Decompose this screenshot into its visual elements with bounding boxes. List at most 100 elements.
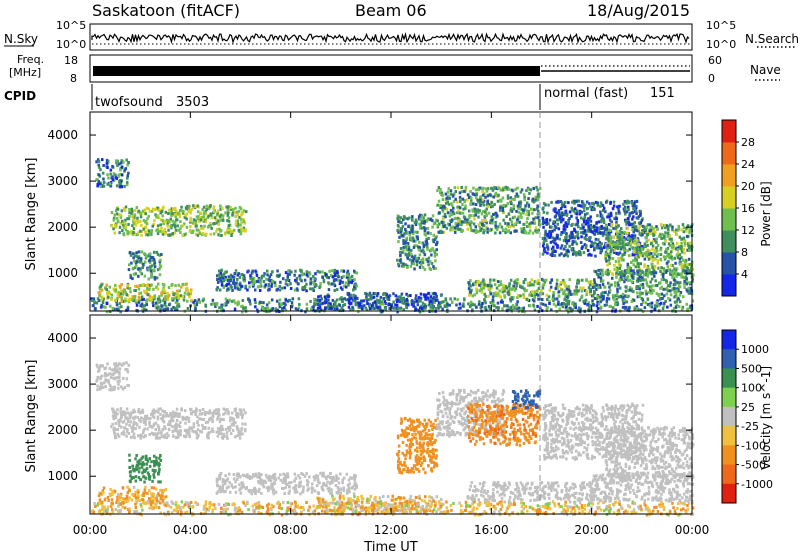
scatter-cell <box>325 273 328 277</box>
scatter-cell <box>615 301 619 305</box>
scatter-cell <box>673 509 677 513</box>
scatter-cell <box>136 233 139 236</box>
scatter-cell <box>154 208 157 211</box>
scatter-cell <box>218 215 222 219</box>
scatter-cell <box>483 215 487 219</box>
scatter-cell <box>199 218 203 222</box>
scatter-cell <box>201 299 205 303</box>
scatter-cell <box>259 284 263 288</box>
scatter-cell <box>174 284 177 288</box>
scatter-cell <box>145 300 148 304</box>
scatter-cell <box>316 306 320 310</box>
scatter-cell <box>191 221 195 225</box>
scatter-cell <box>448 196 451 200</box>
scatter-cell <box>554 304 558 308</box>
scatter-cell <box>312 305 315 309</box>
scatter-cell <box>484 195 487 199</box>
scatter-cell <box>682 282 686 286</box>
scatter-cell <box>511 223 514 227</box>
scatter-cell <box>624 271 627 275</box>
scatter-cell <box>670 273 673 277</box>
scatter-cell <box>650 225 653 229</box>
scatter-cell <box>318 303 322 307</box>
scatter-cell <box>172 223 176 227</box>
scatter-cell <box>616 247 620 250</box>
scatter-cell <box>643 306 647 310</box>
scatter-cell <box>195 232 198 236</box>
scatter-cell <box>600 298 604 302</box>
scatter-cell <box>150 283 153 287</box>
scatter-cell <box>567 222 570 226</box>
scatter-cell <box>236 302 240 306</box>
scatter-cell <box>622 302 625 306</box>
scatter-cell <box>536 188 539 192</box>
scatter-cell <box>184 216 187 219</box>
scatter-cell <box>562 511 565 515</box>
scatter-cell <box>666 305 669 309</box>
scatter-cell <box>520 188 524 192</box>
scatter-cell <box>499 508 503 511</box>
scatter-cell <box>604 255 607 259</box>
scatter-cell <box>240 273 243 276</box>
scatter-cell <box>219 279 222 283</box>
scatter-cell <box>420 215 424 219</box>
scatter-cell <box>134 266 137 270</box>
scatter-cell <box>561 292 565 296</box>
scatter-cell <box>572 209 576 213</box>
scatter-cell <box>238 287 242 291</box>
scatter-cell <box>502 286 505 290</box>
scatter-cell <box>536 230 539 234</box>
scatter-cell <box>544 278 548 282</box>
scatter-cell <box>434 500 437 504</box>
scatter-cell <box>256 285 260 289</box>
scatter-cell <box>158 254 161 257</box>
scatter-cell <box>670 271 673 275</box>
scatter-cell <box>603 303 607 307</box>
scatter-cell <box>366 293 370 297</box>
scatter-cell <box>237 209 241 213</box>
scatter-cell <box>604 290 607 294</box>
scatter-cell <box>175 509 178 513</box>
scatter-cell <box>491 218 494 222</box>
scatter-cell <box>156 206 160 210</box>
scatter-cell <box>262 274 266 278</box>
scatter-cell <box>574 251 577 255</box>
scatter-cell <box>131 266 135 270</box>
scatter-cell <box>638 293 642 297</box>
scatter-cell <box>635 258 638 262</box>
scatter-cell <box>423 253 427 257</box>
scatter-cell <box>604 224 608 228</box>
scatter-cell <box>160 291 163 295</box>
cpid-label: CPID <box>4 89 36 103</box>
scatter-cell <box>163 301 167 305</box>
scatter-cell <box>217 233 220 237</box>
scatter-cell <box>355 284 359 288</box>
scatter-cell <box>123 299 127 303</box>
scatter-cell <box>219 233 222 237</box>
scatter-cell <box>117 213 120 217</box>
scatter-cell <box>273 281 277 285</box>
scatter-cell <box>286 278 289 281</box>
scatter-cell <box>411 218 414 222</box>
scatter-cell <box>322 278 326 282</box>
scatter-cell <box>627 236 630 240</box>
scatter-cell <box>202 231 205 235</box>
scatter-cell <box>668 237 672 241</box>
scatter-cell <box>531 221 534 225</box>
scatter-cell <box>147 207 150 211</box>
scatter-cell <box>209 221 212 225</box>
scatter-cell <box>216 274 219 278</box>
scatter-cell <box>480 212 484 216</box>
scatter-cell <box>615 225 618 229</box>
scatter-cell <box>593 224 596 228</box>
scatter-cell <box>643 242 647 246</box>
scatter-cell <box>494 215 498 219</box>
scatter-cell <box>421 307 424 311</box>
scatter-cell <box>353 296 357 300</box>
scatter-cell <box>641 278 644 282</box>
scatter-cell <box>117 219 120 223</box>
scatter-cell <box>468 293 471 297</box>
scatter-cell <box>441 307 444 311</box>
scatter-cell <box>236 287 240 291</box>
scatter-cell <box>347 278 350 281</box>
